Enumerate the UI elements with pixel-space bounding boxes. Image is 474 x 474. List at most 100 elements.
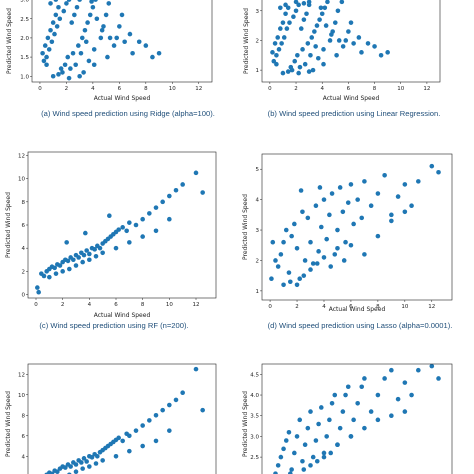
- scatter-point: [323, 23, 329, 28]
- scatter-point: [127, 433, 132, 439]
- scatter-point: [313, 438, 319, 443]
- scatter-point: [429, 364, 435, 369]
- scatter-point: [389, 218, 394, 224]
- scatter-point: [301, 273, 307, 278]
- scatter-point: [309, 35, 315, 40]
- axes-frame: [261, 0, 441, 83]
- scatter-point: [73, 469, 79, 474]
- scatter-point: [289, 233, 294, 239]
- scatter-point: [348, 434, 354, 439]
- x-axis-label: Actual Wind Speed: [329, 306, 386, 313]
- scatter-point: [270, 50, 275, 55]
- scatter-point: [362, 376, 367, 381]
- scatter-point: [293, 8, 299, 14]
- scatter-point: [77, 0, 82, 2]
- scatter-point: [339, 0, 345, 5]
- scatter-point: [324, 236, 329, 242]
- x-tick-label: 10: [401, 304, 408, 310]
- scatter-point: [368, 409, 374, 414]
- scatter-point: [283, 438, 289, 443]
- y-axis-label: Predicted Wind Speed: [6, 8, 13, 74]
- scatter-point: [306, 69, 312, 74]
- axes-frame: [261, 153, 453, 301]
- scatter-point: [100, 458, 105, 463]
- y-tick-label: 2.5: [20, 17, 29, 23]
- y-tick-label: 6: [22, 434, 26, 440]
- y-tick-label: 3: [256, 9, 260, 15]
- scatter-point: [315, 55, 321, 61]
- scatter-point: [140, 234, 145, 239]
- scatter-point: [153, 228, 159, 234]
- scatter-point: [93, 253, 99, 259]
- scatter-point: [76, 43, 81, 48]
- scatter-point: [84, 459, 89, 464]
- scatter-point: [308, 267, 313, 272]
- y-tick-label: 0: [22, 293, 26, 299]
- scatter-point: [291, 14, 296, 20]
- scatter-point: [298, 188, 304, 193]
- scatter-point: [274, 52, 279, 58]
- scatter-point: [167, 402, 172, 408]
- scatter-point: [275, 35, 281, 40]
- scatter-point: [318, 224, 324, 230]
- scatter-point: [136, 39, 142, 45]
- scatter-point: [167, 428, 172, 433]
- scatter-point: [73, 263, 79, 268]
- scatter-point: [340, 409, 346, 414]
- scatter-point: [106, 1, 112, 6]
- scatter-point: [329, 32, 334, 37]
- scatter-point: [81, 252, 87, 258]
- scatter-point: [368, 203, 374, 209]
- scatter-series: [270, 0, 390, 76]
- scatter-point: [359, 215, 365, 221]
- scatter-point: [160, 199, 165, 205]
- y-tick-label: 8: [22, 200, 26, 206]
- x-tick-label: 2: [294, 86, 298, 92]
- x-tick-label: 6: [349, 304, 353, 310]
- scatter-point: [305, 215, 311, 221]
- scatter-point: [308, 409, 313, 414]
- y-tick-label: 4: [22, 246, 26, 252]
- scatter-point: [76, 255, 81, 260]
- scatter-point: [281, 282, 286, 288]
- scatter-point: [314, 458, 320, 464]
- scatter-series: [269, 163, 441, 288]
- y-tick-label: 2.0: [20, 36, 29, 42]
- scatter-point: [304, 11, 309, 17]
- x-tick-label: 8: [373, 86, 377, 92]
- scatter-point: [385, 50, 390, 55]
- scatter-point: [153, 412, 159, 418]
- scatter-point: [318, 5, 324, 11]
- scatter-point: [327, 38, 333, 43]
- scatter-point: [87, 464, 92, 469]
- scatter-series: [44, 366, 205, 474]
- y-tick-label: 1: [256, 289, 260, 295]
- scatter-point: [348, 182, 354, 187]
- scatter-point: [283, 2, 288, 8]
- scatter-point: [321, 450, 327, 456]
- scatter-point: [68, 464, 73, 469]
- scatter-point: [278, 26, 283, 31]
- y-tick-label: 2.5: [250, 455, 259, 461]
- scatter-point: [85, 20, 90, 25]
- scatter-point: [297, 64, 303, 70]
- scatter-point: [321, 61, 326, 67]
- scatter-point: [57, 263, 63, 268]
- x-tick-label: 4: [322, 304, 326, 310]
- scatter-point: [337, 185, 343, 190]
- scatter-point: [328, 450, 334, 456]
- scatter-point: [332, 252, 338, 257]
- scatter-point: [297, 276, 303, 282]
- scatter-point: [73, 462, 79, 467]
- scatter-point: [122, 39, 127, 45]
- scatter-point: [89, 0, 94, 4]
- scatter-point: [310, 261, 316, 266]
- x-tick-label: 12: [428, 304, 435, 310]
- scatter-point: [300, 209, 305, 215]
- scatter-point: [56, 72, 61, 77]
- scatter-point: [319, 11, 325, 17]
- scatter-point: [280, 70, 286, 76]
- scatter-point: [314, 23, 320, 28]
- scatter-point: [45, 35, 51, 41]
- scatter-point: [300, 47, 305, 52]
